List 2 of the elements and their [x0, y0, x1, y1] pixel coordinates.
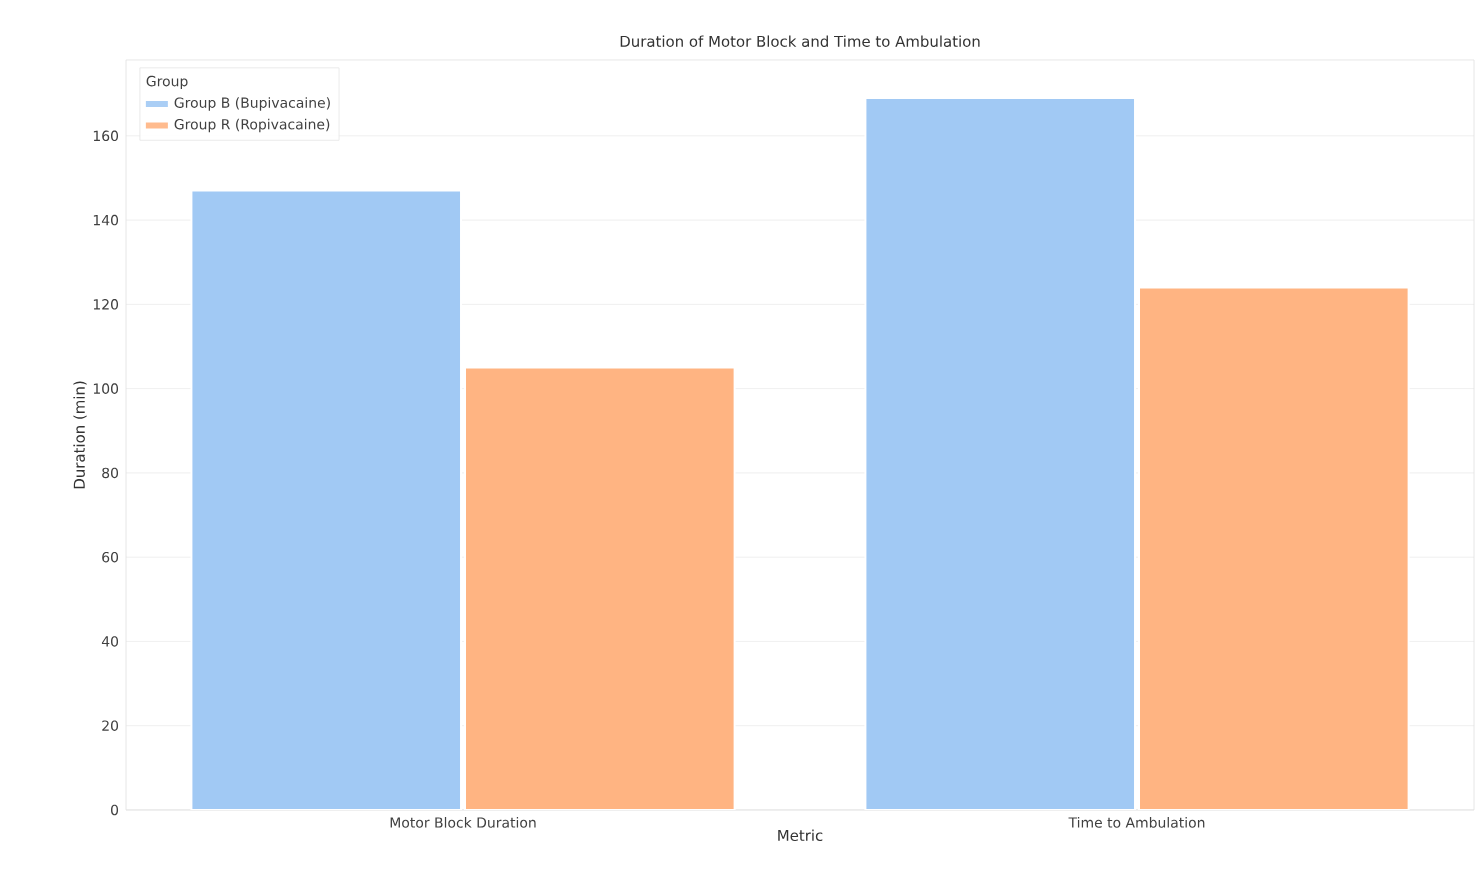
bar	[190, 189, 463, 810]
bar	[864, 96, 1137, 810]
